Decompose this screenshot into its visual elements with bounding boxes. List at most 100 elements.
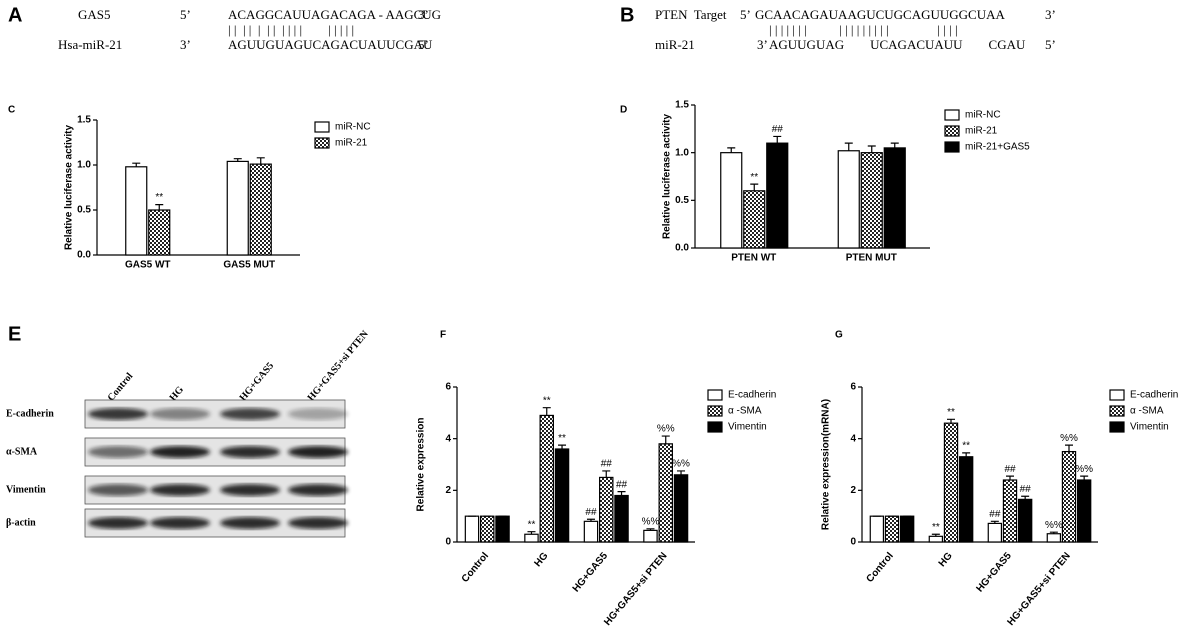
x-tick-label: HG+GAS5 [974,550,1014,594]
lane-label: HG+GAS5 [238,360,277,403]
y-tick-label: 2 [850,485,856,496]
panel-letter: D [620,105,627,116]
legend-swatch [314,137,330,149]
bar [884,515,900,543]
legend-label: α -SMA [1130,406,1164,417]
y-tick-label: 0.0 [77,250,91,261]
error-bar [542,407,551,416]
significance-mark: ** [947,407,955,418]
bar [1002,479,1018,543]
legend-swatch [944,109,960,121]
legend-swatch [707,389,723,401]
row-label: Vimentin [6,484,46,495]
seq-end: 3’ [418,7,429,22]
legend-swatch [944,141,960,153]
x-tick-label: Control [865,550,896,584]
error-bar [773,135,782,144]
panel-letter: C [8,105,15,116]
seq-name: Hsa-miR-21 [58,37,122,52]
error-bar [132,162,141,167]
seq-end: 3’ [1045,7,1056,22]
significance-mark: ** [558,433,566,444]
bar [1061,450,1077,543]
bar [599,476,614,543]
legend-label: E-cadherin [728,390,776,401]
legend-swatch [707,421,723,433]
error-bar [256,157,265,165]
y-tick-label: 0 [850,537,856,548]
y-tick-label: 1.5 [77,115,91,126]
x-tick-label: HG+GAS5 [571,550,611,594]
y-tick-label: 1.0 [77,160,91,171]
bar [249,163,272,256]
error-bar [617,491,626,496]
bar [899,515,915,543]
bar [860,152,883,249]
error-bar [1065,444,1073,452]
error-bar [646,528,655,531]
error-bar [962,452,971,457]
blot-band [88,484,148,496]
significance-mark: %% [1075,464,1093,475]
legend-swatch [1109,389,1125,401]
legend-swatch [707,405,723,417]
x-tick-label: Control [460,550,491,584]
bar [1046,533,1062,543]
sequence: ACAGGCAUUAGACAGA - AAGCUG [228,7,441,22]
error-bar [931,533,940,537]
significance-mark: ** [750,172,758,183]
panel-letter: A [8,4,22,26]
bar [987,522,1003,543]
seq-end: 5’ [1045,37,1056,52]
y-tick-label: 1.5 [675,100,689,111]
y-axis-label: Relative expression(mRNA) [821,399,832,530]
y-tick-label: 6 [850,382,856,393]
blot-band [220,408,280,420]
x-tick-label: GAS5 MUT [223,260,275,271]
y-tick-label: 6 [445,382,451,393]
y-tick-label: 4 [850,433,856,444]
error-bar [727,147,736,153]
significance-mark: ** [155,192,163,203]
base-pairs: | | | | | | | | | | | | | | | | | | | | [769,22,958,37]
y-axis-label: Relative luciferase activity [64,125,75,251]
error-bar [990,520,999,524]
legend-label: miR-NC [335,122,371,133]
bar [643,529,658,543]
error-bar [1049,531,1058,534]
y-tick-label: 0.5 [77,205,91,216]
legend-swatch [1109,405,1125,417]
bar [614,494,629,543]
error-bar [155,204,164,210]
y-tick-label: 0.0 [675,243,689,254]
blot-band [220,446,280,458]
error-bar [1021,495,1030,500]
error-bar [1006,475,1014,480]
bar [837,150,860,249]
bar [524,533,539,543]
seq-end: 3’ [757,37,768,52]
panel-letter: G [835,330,843,341]
row-label: β-actin [6,517,36,528]
bar [464,515,480,543]
bar [495,515,510,543]
legend-label: E-cadherin [1130,390,1178,401]
significance-mark: ** [932,522,940,533]
significance-mark: %% [642,516,660,527]
significance-mark: ** [543,395,551,406]
blot-band [88,517,148,529]
lane-label: HG+GAS5+si PTEN [306,328,372,403]
sequence: AGUUGUAGUCAGACUAUUCGAU [228,37,433,52]
bar [583,520,599,543]
bar [958,456,974,543]
blot-band [220,484,280,496]
x-tick-label: HG+GAS5+si PTEN [602,551,669,628]
blot-band [150,408,210,420]
legend-label: Vimentin [728,422,767,433]
bar [539,414,554,543]
bar [673,474,689,543]
legend-swatch [944,125,960,137]
error-bar [890,142,899,148]
y-axis-label: Relative luciferase activity [662,114,673,240]
blot-band [220,517,280,529]
